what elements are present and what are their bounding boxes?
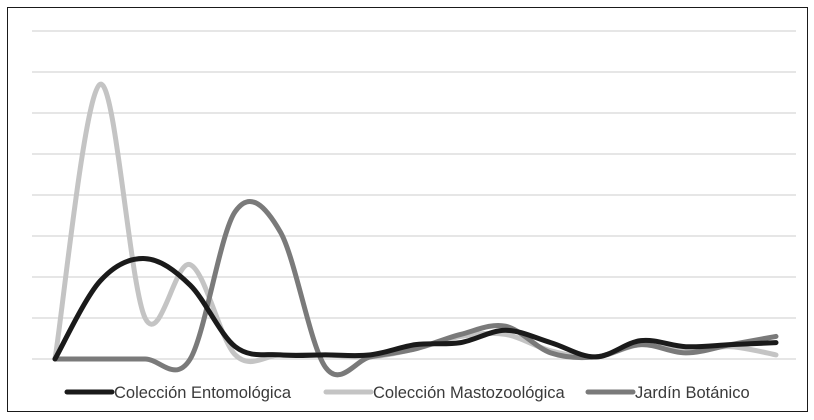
series-line-3 <box>52 199 779 378</box>
series-line-1 <box>52 256 779 362</box>
gridlines <box>32 30 796 360</box>
legend-label-2: Colección Mastozoológica <box>373 384 566 402</box>
series-lines <box>52 81 779 378</box>
series-line-2 <box>52 81 779 364</box>
legend-label-3: Jardín Botánico <box>635 384 750 402</box>
legend-label-1: Colección Entomológica <box>114 384 292 402</box>
legend: Colección Entomológica Colección Mastozoo… <box>64 384 750 402</box>
